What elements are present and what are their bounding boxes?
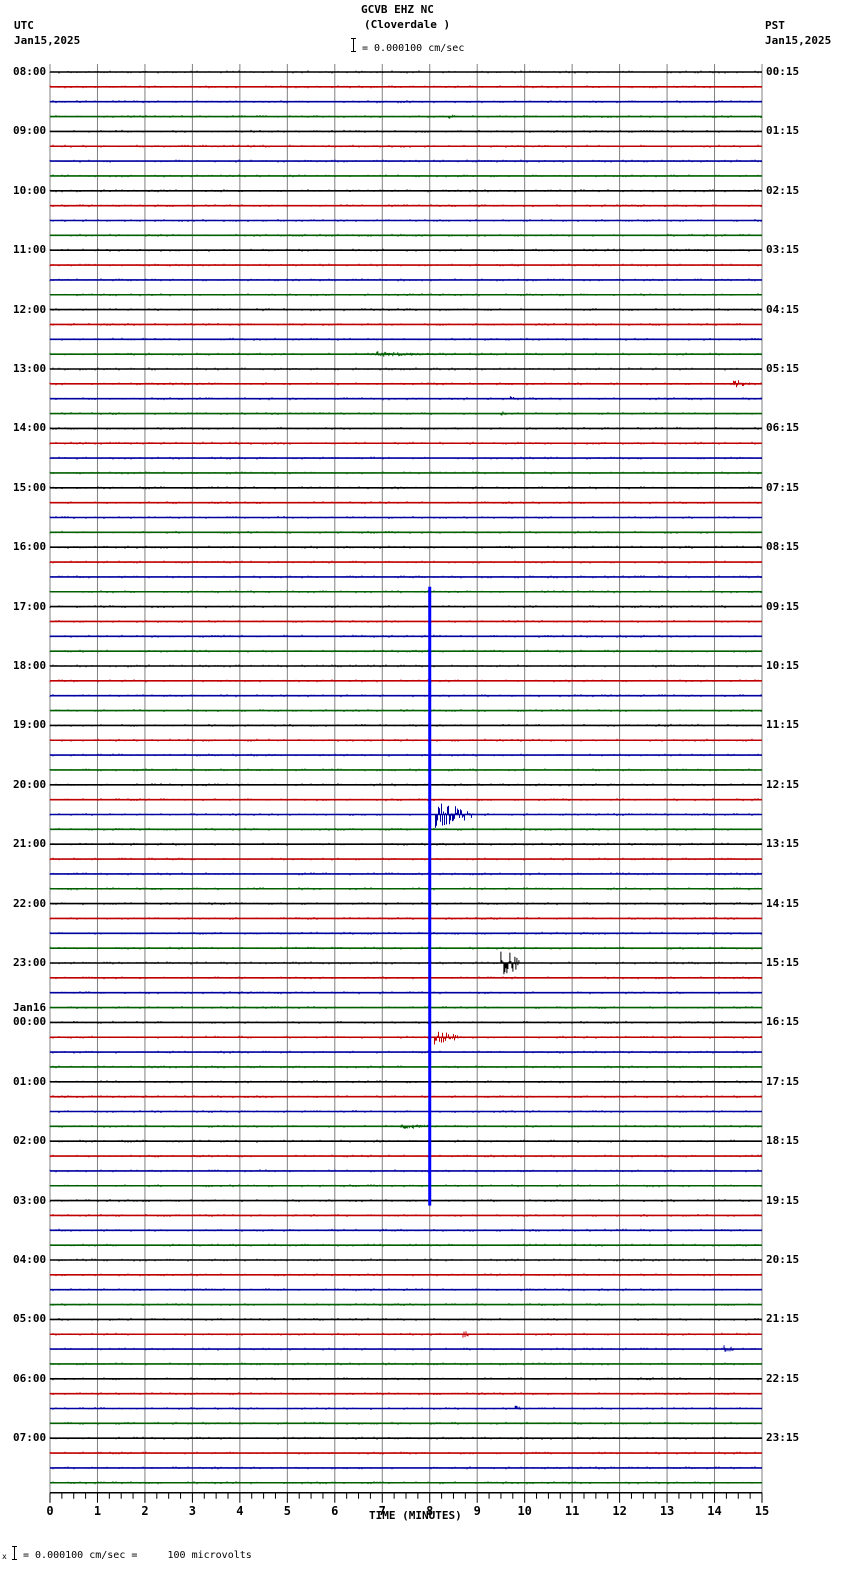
left-date: Jan15,2025: [14, 34, 81, 47]
x-tick-label: 14: [707, 1504, 721, 1518]
x-tick-label: 11: [565, 1504, 579, 1518]
utc-hour-label: 06:00: [13, 1371, 47, 1385]
x-tick-label: 9: [474, 1504, 481, 1518]
pst-hour-label: 08:15: [766, 540, 800, 554]
utc-hour-label: 07:00: [13, 1431, 47, 1445]
footer-scale-text: = 0.000100 cm/sec = 100 microvolts: [23, 1550, 252, 1561]
pst-hour-label: 00:15: [766, 65, 800, 78]
utc-hour-label: 17:00: [13, 599, 47, 613]
pst-hour-label: 22:15: [766, 1371, 800, 1385]
utc-hour-label: 02:00: [13, 1134, 47, 1148]
left-timezone: UTC: [14, 19, 34, 32]
pst-hour-label: 10:15: [766, 659, 800, 672]
pst-hour-label: 20:15: [766, 1253, 800, 1266]
pst-hour-label: 21:15: [766, 1312, 800, 1326]
pst-hour-label: 04:15: [766, 302, 800, 316]
utc-hour-label: 11:00: [13, 243, 47, 257]
station-title: GCVB EHZ NC: [361, 3, 434, 16]
utc-hour-label: 16:00: [13, 540, 47, 554]
utc-hour-label: 22:00: [13, 896, 47, 910]
pst-hour-label: 02:15: [766, 183, 800, 197]
utc-hour-label: 09:00: [13, 124, 47, 138]
pst-hour-label: 17:15: [766, 1074, 800, 1088]
right-date: Jan15,2025: [765, 34, 832, 47]
pst-hour-label: 05:15: [766, 362, 800, 375]
footer-scale-bar-icon: [12, 1546, 17, 1560]
x-tick-label: 13: [660, 1504, 674, 1518]
utc-hour-label: 15:00: [13, 480, 47, 494]
utc-hour-label: 08:00: [13, 65, 47, 78]
pst-hour-label: 18:15: [766, 1134, 800, 1148]
pst-hour-label: 13:15: [766, 837, 800, 851]
pst-hour-label: 03:15: [766, 243, 800, 257]
pst-hour-label: 09:15: [766, 599, 800, 613]
x-axis-title: TIME (MINUTES): [369, 1509, 462, 1522]
utc-hour-label: 04:00: [13, 1253, 47, 1266]
x-tick-label: 3: [189, 1504, 196, 1518]
scale-bar-icon: [351, 38, 356, 52]
utc-hour-label: 19:00: [13, 718, 47, 732]
pst-hour-label: 23:15: [766, 1431, 800, 1445]
pst-hour-label: 06:15: [766, 421, 800, 435]
pst-hour-label: 11:15: [766, 718, 800, 732]
utc-hour-label: 05:00: [13, 1312, 47, 1326]
utc-hour-label: 01:00: [13, 1074, 47, 1088]
x-tick-label: 0: [46, 1504, 53, 1518]
pst-hour-label: 01:15: [766, 124, 800, 138]
utc-hour-label: 21:00: [13, 837, 47, 851]
pst-hour-label: 12:15: [766, 777, 800, 791]
pst-hour-label: 15:15: [766, 956, 800, 969]
right-timezone: PST: [765, 19, 785, 32]
utc-hour-label: 12:00: [13, 302, 47, 316]
station-location: (Cloverdale ): [364, 18, 451, 31]
x-tick-label: 4: [236, 1504, 243, 1518]
x-tick-label: 5: [284, 1504, 291, 1518]
x-tick-label: 7: [379, 1504, 386, 1518]
utc-hour-label: 10:00: [13, 183, 47, 197]
utc-hour-label: 00:00: [13, 1015, 47, 1029]
pst-hour-label: 16:15: [766, 1015, 800, 1029]
pst-hour-label: 19:15: [766, 1193, 800, 1207]
utc-hour-label: 18:00: [13, 659, 47, 672]
x-tick-label: 6: [331, 1504, 338, 1518]
pst-hour-label: 14:15: [766, 896, 800, 910]
date-change-label: Jan16: [13, 1001, 47, 1015]
x-tick-label: 10: [517, 1504, 531, 1518]
x-tick-label: 15: [755, 1504, 769, 1518]
scale-text: = 0.000100 cm/sec: [362, 43, 465, 54]
utc-hour-label: 23:00: [13, 956, 47, 969]
utc-hour-label: 14:00: [13, 421, 47, 435]
footer-prefix: x: [2, 1552, 7, 1561]
x-tick-label: 8: [426, 1504, 433, 1518]
utc-hour-label: 20:00: [13, 777, 47, 791]
x-tick-label: 12: [612, 1504, 626, 1518]
pst-hour-label: 07:15: [766, 480, 800, 494]
utc-hour-label: 13:00: [13, 362, 47, 375]
x-tick-label: 2: [141, 1504, 148, 1518]
x-tick-label: 1: [94, 1504, 101, 1518]
utc-hour-label: 03:00: [13, 1193, 47, 1207]
